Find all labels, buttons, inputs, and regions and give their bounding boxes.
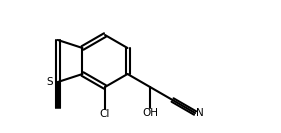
- Text: OH: OH: [142, 108, 158, 118]
- Text: Cl: Cl: [100, 109, 110, 119]
- Text: N: N: [196, 108, 204, 118]
- Text: S: S: [46, 77, 53, 87]
